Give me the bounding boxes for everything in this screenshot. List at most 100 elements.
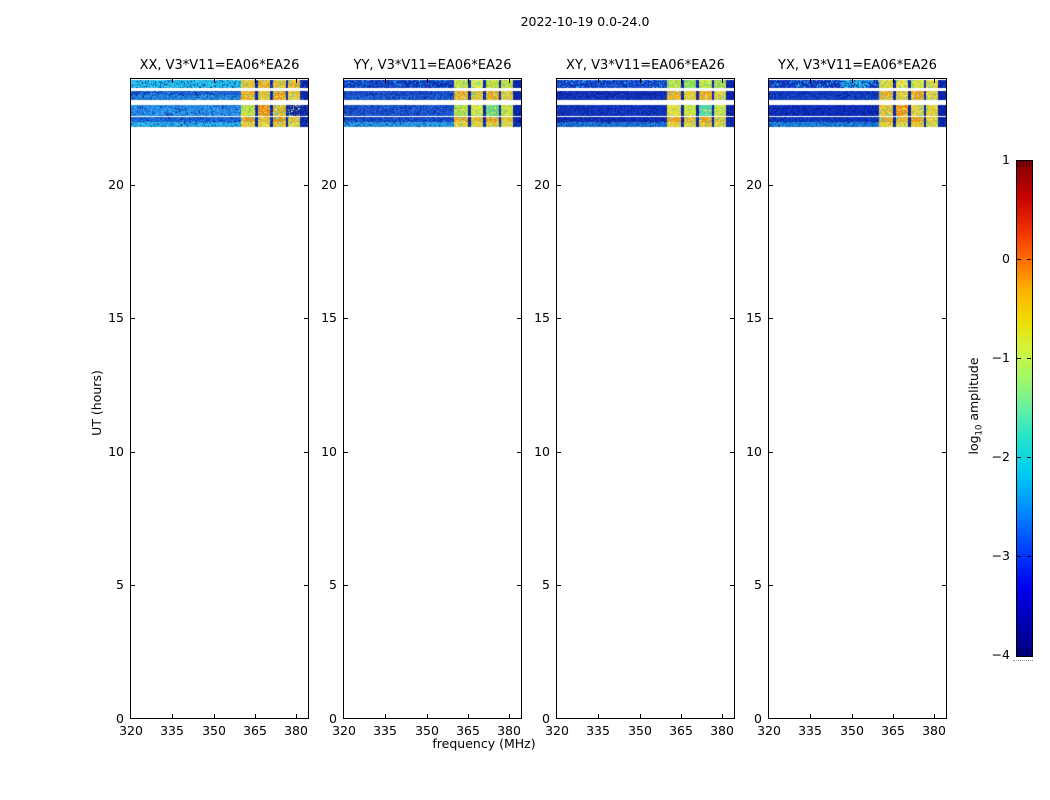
colorbar-dotted-edge <box>1013 660 1033 661</box>
x-tick-label: 335 <box>798 723 822 738</box>
colorbar-tick-dash-left <box>1017 556 1021 557</box>
x-tick-bottom <box>296 714 297 718</box>
colorbar-tick-label: −3 <box>991 548 1010 563</box>
x-tick-top <box>255 79 256 83</box>
y-tick-label: 20 <box>321 177 337 192</box>
y-tick-right <box>517 318 521 319</box>
x-tick-bottom <box>172 714 173 718</box>
y-tick-label: 5 <box>754 577 762 592</box>
spectrogram-panel-xx <box>130 78 309 719</box>
colorbar-tick-label: 0 <box>1002 251 1010 266</box>
x-tick-bottom <box>509 714 510 718</box>
y-tick-label: 15 <box>321 310 337 325</box>
y-tick-left <box>344 452 348 453</box>
y-axis-label: UT (hours) <box>88 370 104 436</box>
x-tick-label: 320 <box>757 723 781 738</box>
x-tick-top <box>509 79 510 83</box>
x-tick-bottom <box>427 714 428 718</box>
y-tick-label: 15 <box>534 310 550 325</box>
colorbar-tick-label: 1 <box>1002 152 1010 167</box>
x-tick-top <box>598 79 599 83</box>
y-tick-right <box>730 185 734 186</box>
y-tick-label: 0 <box>542 711 550 726</box>
x-tick-bottom <box>640 714 641 718</box>
y-tick-label: 20 <box>746 177 762 192</box>
x-tick-top <box>296 79 297 83</box>
x-tick-label: 380 <box>922 723 946 738</box>
colorbar-label: log10 amplitude <box>966 357 985 454</box>
colorbar-tick-dash-right <box>1027 457 1031 458</box>
x-tick-top <box>468 79 469 83</box>
y-tick-right <box>942 185 946 186</box>
y-tick-label: 5 <box>116 577 124 592</box>
y-tick-left <box>769 452 773 453</box>
panel-title-yy: YY, V3*V11=EA06*EA26 <box>353 58 512 73</box>
y-tick-left <box>557 585 561 586</box>
x-tick-label: 365 <box>669 723 693 738</box>
spectrogram-panel-yx <box>768 78 947 719</box>
y-tick-right <box>942 452 946 453</box>
colorbar-tick-dash-left <box>1017 457 1021 458</box>
x-tick-bottom <box>214 714 215 718</box>
y-tick-right <box>304 452 308 453</box>
y-tick-label: 0 <box>116 711 124 726</box>
x-tick-label: 365 <box>456 723 480 738</box>
y-tick-left <box>344 318 348 319</box>
y-tick-right <box>517 452 521 453</box>
y-tick-right <box>304 318 308 319</box>
x-tick-label: 380 <box>284 723 308 738</box>
x-tick-bottom <box>722 714 723 718</box>
y-tick-left <box>557 318 561 319</box>
x-tick-label: 365 <box>881 723 905 738</box>
x-tick-top <box>385 79 386 83</box>
y-tick-right <box>730 585 734 586</box>
spectrogram-canvas-xx <box>131 79 308 718</box>
x-tick-bottom <box>468 714 469 718</box>
x-tick-top <box>427 79 428 83</box>
figure-title: 2022-10-19 0.0-24.0 <box>520 14 650 29</box>
x-tick-top <box>934 79 935 83</box>
x-tick-label: 320 <box>119 723 143 738</box>
x-tick-bottom <box>934 714 935 718</box>
colorbar-tick-label: −4 <box>991 647 1010 662</box>
y-tick-label: 15 <box>108 310 124 325</box>
x-tick-label: 350 <box>628 723 652 738</box>
colorbar-tick-dash-right <box>1027 259 1031 260</box>
panel-title-xy: XY, V3*V11=EA06*EA26 <box>566 58 725 73</box>
x-tick-label: 350 <box>840 723 864 738</box>
y-tick-left <box>131 585 135 586</box>
x-axis-label: frequency (MHz) <box>432 736 536 751</box>
x-tick-top <box>893 79 894 83</box>
y-tick-label: 5 <box>542 577 550 592</box>
y-tick-right <box>942 318 946 319</box>
y-tick-left <box>557 452 561 453</box>
x-tick-bottom <box>893 714 894 718</box>
colorbar-tick-label: −2 <box>991 449 1010 464</box>
y-tick-left <box>131 452 135 453</box>
colorbar-label-sub: 10 <box>974 424 985 436</box>
y-tick-left <box>131 318 135 319</box>
colorbar-top-hatch <box>1017 161 1030 167</box>
y-tick-label: 10 <box>321 444 337 459</box>
x-tick-bottom <box>385 714 386 718</box>
y-tick-label: 0 <box>754 711 762 726</box>
x-tick-bottom <box>255 714 256 718</box>
spectrogram-canvas-yx <box>769 79 946 718</box>
colorbar-label-rest: amplitude <box>966 357 981 425</box>
y-tick-right <box>517 185 521 186</box>
x-tick-top <box>640 79 641 83</box>
x-tick-label: 320 <box>545 723 569 738</box>
panel-title-xx: XX, V3*V11=EA06*EA26 <box>139 58 300 73</box>
x-tick-label: 380 <box>710 723 734 738</box>
y-tick-label: 20 <box>108 177 124 192</box>
y-tick-left <box>344 585 348 586</box>
colorbar-tick-dash-left <box>1017 358 1021 359</box>
x-tick-label: 335 <box>160 723 184 738</box>
x-tick-label: 350 <box>202 723 226 738</box>
x-tick-top <box>681 79 682 83</box>
y-tick-left <box>344 185 348 186</box>
y-tick-label: 5 <box>329 577 337 592</box>
x-tick-bottom <box>681 714 682 718</box>
colorbar-bottom-hatch <box>1017 648 1030 654</box>
